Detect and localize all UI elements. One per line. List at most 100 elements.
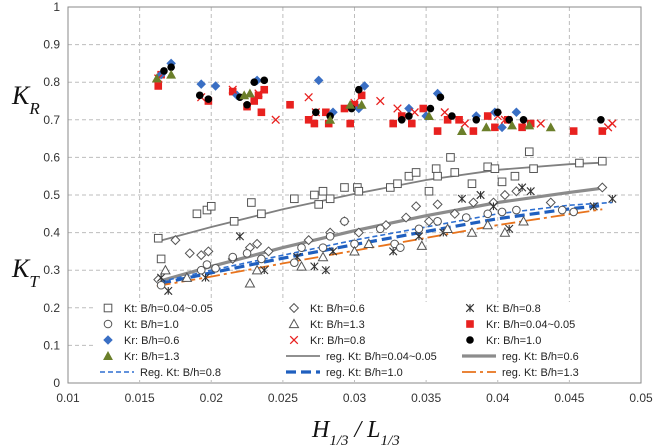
marker-shape bbox=[184, 248, 195, 259]
data-point bbox=[526, 187, 535, 196]
marker-shape bbox=[396, 243, 405, 252]
data-point bbox=[396, 243, 405, 252]
data-point bbox=[442, 223, 454, 233]
data-point bbox=[467, 179, 477, 189]
data-point bbox=[489, 202, 498, 211]
data-point bbox=[497, 177, 507, 187]
marker-shape bbox=[229, 217, 239, 226]
data-point bbox=[419, 104, 428, 113]
data-point bbox=[466, 227, 478, 237]
data-point bbox=[411, 201, 422, 212]
legend-label: reg. Kt: B/h=0.6 bbox=[502, 351, 579, 363]
data-point bbox=[518, 123, 526, 132]
data-point bbox=[257, 108, 266, 117]
marker-shape bbox=[493, 108, 502, 117]
data-point bbox=[303, 235, 314, 246]
data-point bbox=[196, 79, 206, 89]
data-point bbox=[290, 258, 299, 267]
marker-shape bbox=[432, 199, 443, 210]
marker-shape bbox=[354, 186, 364, 196]
data-point bbox=[340, 217, 349, 226]
marker-shape bbox=[260, 76, 269, 85]
y-axis-ticks: 0 0.1 0.2 0.3 0.4 0.5 0.6 0.7 0.8 0.9 1 bbox=[43, 0, 60, 390]
marker-stroke bbox=[228, 85, 237, 94]
legend-item: Kr: B/h=1.3 bbox=[103, 351, 179, 363]
marker-shape bbox=[411, 201, 422, 212]
marker-shape bbox=[449, 208, 460, 219]
marker-shape bbox=[466, 320, 474, 328]
marker-stroke bbox=[289, 335, 299, 345]
data-point bbox=[433, 127, 442, 135]
marker-stroke bbox=[304, 92, 313, 102]
data-point bbox=[597, 182, 608, 193]
data-point bbox=[557, 205, 567, 215]
marker-shape bbox=[192, 209, 202, 219]
marker-shape bbox=[318, 243, 328, 252]
legend-item: reg. Kt: B/h=1.3 bbox=[462, 367, 579, 379]
marker-shape bbox=[518, 123, 526, 132]
marker-shape bbox=[325, 114, 336, 124]
marker-shape bbox=[597, 182, 608, 193]
legend-marker bbox=[288, 318, 300, 329]
y-tick-label: 0.1 bbox=[43, 338, 60, 352]
data-point bbox=[497, 122, 507, 133]
data-point bbox=[472, 116, 481, 124]
data-point bbox=[575, 158, 584, 168]
data-point bbox=[443, 116, 452, 124]
marker-shape bbox=[103, 319, 113, 329]
data-point bbox=[497, 207, 507, 217]
marker-shape bbox=[545, 122, 556, 132]
data-point bbox=[529, 164, 538, 173]
data-point bbox=[310, 190, 319, 200]
marker-shape bbox=[569, 127, 578, 135]
marker-shape bbox=[286, 100, 294, 109]
data-point bbox=[196, 265, 206, 275]
data-point bbox=[260, 76, 269, 85]
legend-label: Reg. Kt: B/h=0.8 bbox=[140, 367, 221, 379]
data-point bbox=[206, 201, 216, 211]
data-point bbox=[192, 209, 202, 219]
marker-shape bbox=[303, 235, 314, 246]
data-point bbox=[254, 89, 263, 98]
marker-shape bbox=[433, 217, 442, 226]
kr-axis-label: KR bbox=[11, 81, 40, 118]
data-point bbox=[184, 248, 195, 259]
data-point bbox=[524, 120, 535, 130]
marker-shape bbox=[196, 265, 206, 275]
data-point bbox=[195, 91, 204, 100]
data-point bbox=[254, 91, 263, 100]
marker-shape bbox=[244, 88, 255, 98]
marker-shape bbox=[510, 171, 520, 181]
marker-shape bbox=[524, 120, 535, 130]
data-point bbox=[393, 104, 402, 113]
regression-line-reg-kt-b-h-0-8 bbox=[160, 201, 613, 283]
y-tick-label: 0.5 bbox=[43, 188, 60, 202]
plot-frame bbox=[67, 6, 642, 384]
marker-shape bbox=[257, 254, 266, 264]
data-point bbox=[167, 63, 175, 71]
marker-stroke bbox=[460, 119, 470, 128]
marker-shape bbox=[511, 186, 522, 197]
x-tick-label: 0.015 bbox=[125, 391, 155, 405]
legend-item: Kt: B/h=1.0 bbox=[103, 319, 179, 331]
data-point bbox=[536, 119, 545, 128]
marker-shape bbox=[424, 186, 434, 196]
marker-shape bbox=[436, 93, 445, 102]
marker-shape bbox=[244, 277, 256, 288]
legend-item: Reg. Kt: B/h=0.8 bbox=[100, 367, 221, 379]
data-point bbox=[375, 224, 385, 234]
legend-marker bbox=[466, 320, 474, 328]
data-point bbox=[210, 81, 221, 91]
data-point bbox=[608, 119, 617, 128]
data-point bbox=[404, 103, 414, 114]
data-point bbox=[201, 273, 210, 282]
legend-marker bbox=[103, 335, 113, 345]
marker-shape bbox=[206, 201, 216, 211]
marker-shape bbox=[363, 238, 375, 249]
marker-shape bbox=[103, 303, 113, 313]
marker-shape bbox=[511, 107, 522, 118]
marker-shape bbox=[411, 168, 421, 177]
data-point bbox=[569, 207, 578, 217]
data-point bbox=[433, 217, 442, 226]
data-point bbox=[507, 120, 518, 130]
